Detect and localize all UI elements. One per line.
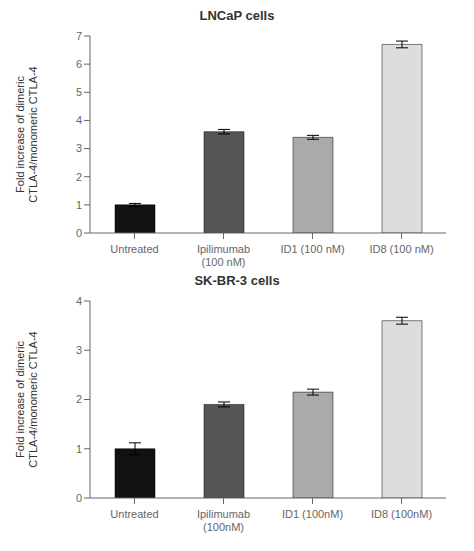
svg-text:0: 0: [76, 492, 82, 504]
svg-text:2: 2: [76, 171, 82, 183]
svg-text:ID1 (100nM): ID1 (100nM): [282, 508, 343, 520]
svg-text:Fold increase of dimericCTLA-4: Fold increase of dimericCTLA-4/monomeric…: [14, 331, 39, 467]
svg-text:Ipilimumab(100nM): Ipilimumab(100nM): [197, 508, 250, 533]
svg-text:4: 4: [76, 295, 82, 307]
svg-text:4: 4: [76, 114, 82, 126]
svg-text:1: 1: [76, 199, 82, 211]
svg-text:ID8 (100nM): ID8 (100nM): [371, 508, 432, 520]
svg-text:Untreated: Untreated: [110, 243, 158, 255]
svg-text:1: 1: [76, 443, 82, 455]
svg-text:ID1 (100 nM): ID1 (100 nM): [280, 243, 344, 255]
svg-text:ID8 (100 nM): ID8 (100 nM): [369, 243, 433, 255]
svg-text:Fold increase of dimericCTLA-4: Fold increase of dimericCTLA-4/monomeric…: [14, 66, 39, 202]
svg-text:3: 3: [76, 344, 82, 356]
svg-text:5: 5: [76, 86, 82, 98]
html-text:LNCaP cells: LNCaP cells: [199, 8, 275, 23]
svg-text:Untreated: Untreated: [110, 508, 158, 520]
svg-text:6: 6: [76, 58, 82, 70]
svg-text:0: 0: [76, 227, 82, 239]
svg-text:3: 3: [76, 142, 82, 154]
svg-text:7: 7: [76, 30, 82, 42]
svg-text:2: 2: [76, 393, 82, 405]
svg-text:Ipilimumab(100 nM): Ipilimumab(100 nM): [197, 243, 250, 268]
html-text:SK-BR-3 cells: SK-BR-3 cells: [194, 273, 280, 288]
